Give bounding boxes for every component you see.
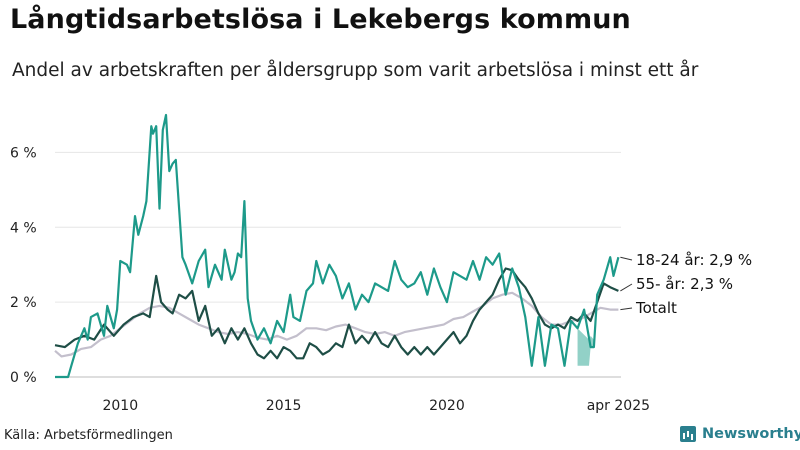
x-tick-label: 2010 bbox=[102, 398, 138, 414]
axis-ticks: 0 % 2 % 4 % 6 % 2010 2015 2020 apr 2025 bbox=[10, 145, 650, 414]
chart-subtitle: Andel av arbetskraften per åldersgrupp s… bbox=[12, 60, 699, 81]
brand-name: Newsworthy bbox=[702, 426, 800, 442]
brand-logo: Newsworthy bbox=[680, 426, 800, 442]
source-note: Källa: Arbetsförmedlingen bbox=[4, 428, 173, 443]
band-area bbox=[577, 328, 594, 366]
x-tick-label: apr 2025 bbox=[587, 398, 650, 414]
series-label-leader bbox=[620, 307, 633, 311]
series-label: 18-24 år: 2,9 % bbox=[636, 251, 752, 269]
confidence-band bbox=[577, 328, 594, 366]
series-line-55--år bbox=[54, 267, 619, 360]
series-label: Totalt bbox=[635, 299, 677, 317]
series-line-18-24-år bbox=[55, 113, 620, 379]
series-line-Totalt bbox=[54, 291, 619, 358]
series-labels: Totalt 55- år: 2,3 % 18-24 år: 2,9 % bbox=[620, 251, 752, 317]
y-tick-label: 0 % bbox=[10, 370, 37, 386]
series-label: 55- år: 2,3 % bbox=[636, 275, 733, 293]
chart-title: Långtidsarbetslösa i Lekebergs kommun bbox=[10, 4, 631, 35]
series-label-leader bbox=[620, 283, 633, 292]
bar-chart-icon bbox=[680, 426, 696, 442]
x-tick-label: 2020 bbox=[429, 398, 465, 414]
y-tick-label: 2 % bbox=[10, 295, 37, 311]
series-lines bbox=[54, 113, 620, 379]
series-label-leader bbox=[620, 256, 633, 261]
y-tick-label: 6 % bbox=[10, 145, 37, 161]
y-tick-label: 4 % bbox=[10, 220, 37, 236]
x-tick-label: 2015 bbox=[266, 398, 302, 414]
